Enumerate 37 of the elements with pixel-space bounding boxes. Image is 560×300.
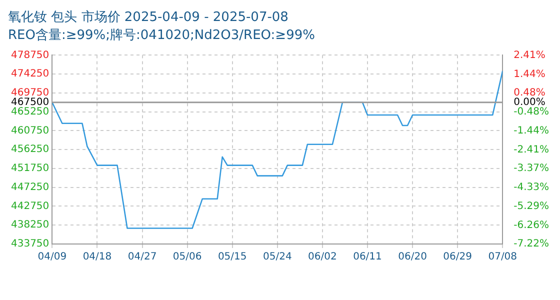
y2-tick-label: 2.41% [514,50,546,61]
y-tick-label: 474250 [10,68,50,80]
x-tick-label: 06/20 [398,252,427,263]
x-tick-label: 04/27 [128,252,157,263]
x-tick-label: 04/09 [38,252,67,263]
x-tick-label: 05/15 [218,252,247,263]
y-tick-label: 433750 [10,238,50,250]
x-tick-label: 04/18 [82,252,112,263]
y2-tick-label: -6.26% [514,220,550,231]
x-tick-label: 07/08 [488,252,518,263]
y-tick-label: 460750 [10,125,50,136]
y2-tick-label: -3.37% [514,163,550,174]
y2-tick-label: -7.22% [514,238,550,250]
x-tick-label: 06/11 [353,252,382,263]
y2-tick-label: -5.29% [514,200,550,212]
y-tick-label: 456250 [10,144,50,156]
chart-title: 氧化钕 包头 市场价 2025-04-09 - 2025-07-08 [8,10,288,26]
y-tick-label: 438250 [10,220,50,231]
y-tick-label: 467500 [10,96,50,108]
y-tick-label: 442750 [10,200,50,212]
x-tick-label: 06/29 [443,252,472,263]
y2-tick-label: -0.48% [514,106,550,118]
chart-subtitle: REO含量:≥99%;牌号:041020;Nd2O3/REO:≥99% [8,28,315,43]
y2-tick-label: -1.44% [514,125,550,136]
y2-tick-label: -2.41% [514,144,550,156]
x-tick-label: 06/02 [308,252,337,263]
y-tick-label: 465250 [10,106,50,118]
x-tick-label: 05/24 [262,252,292,263]
y2-tick-label: -4.33% [514,182,550,193]
x-tick-label: 05/06 [172,252,202,263]
y-tick-label: 447250 [10,182,50,193]
y2-tick-label: 1.44% [514,68,546,80]
y2-tick-label: 0.48% [514,88,546,99]
y-tick-label: 469750 [10,88,50,99]
y-tick-label: 478750 [10,50,50,61]
y2-tick-label: 0.00% [514,97,546,108]
y-tick-label: 451750 [10,163,50,174]
